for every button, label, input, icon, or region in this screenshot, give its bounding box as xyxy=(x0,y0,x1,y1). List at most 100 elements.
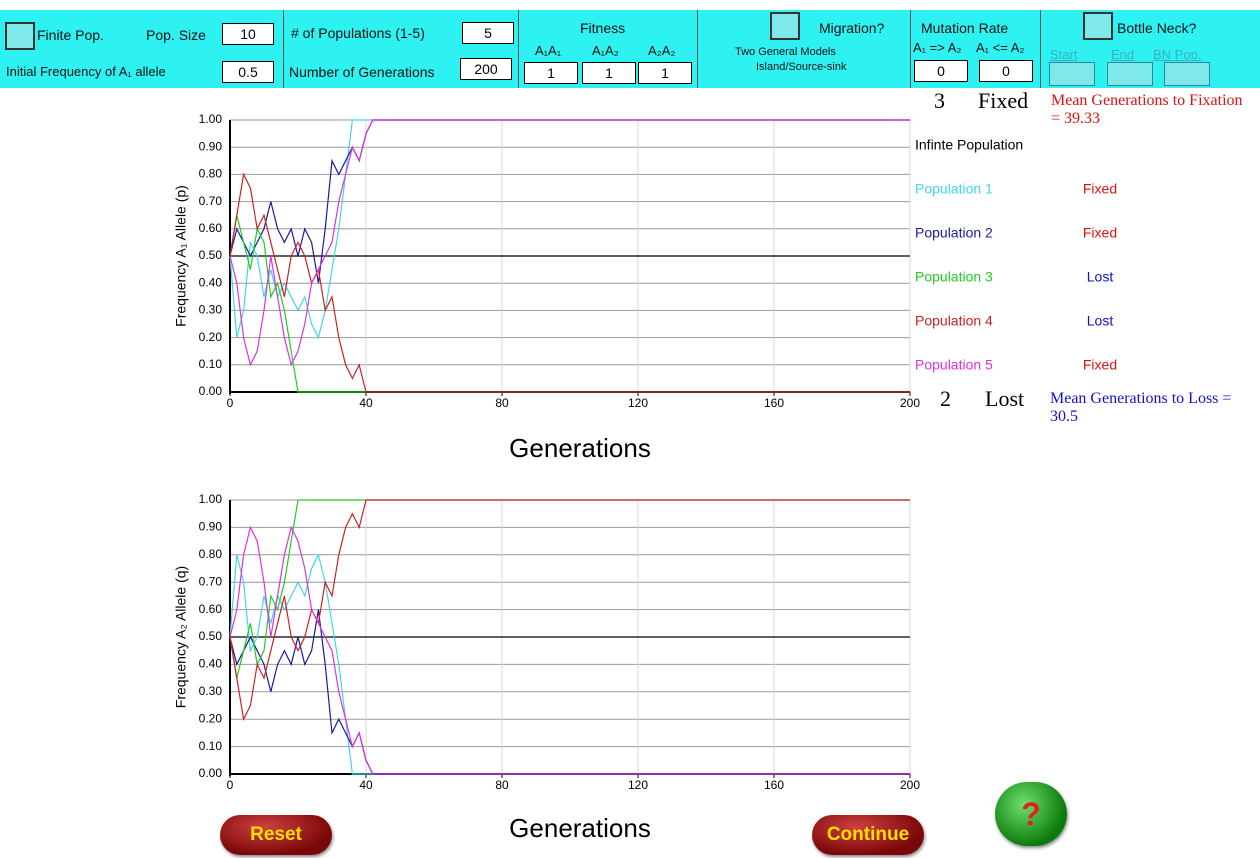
label: Finite Pop. xyxy=(37,27,104,43)
y-tick-label: 0.50 xyxy=(199,248,223,262)
continue-button[interactable]: Continue xyxy=(812,815,924,855)
y-tick-label: 0.10 xyxy=(199,357,223,371)
y-tick-label: 0.90 xyxy=(199,139,223,153)
bottleneck-checkbox[interactable] xyxy=(1083,12,1113,40)
input[interactable]: 0 xyxy=(979,60,1033,82)
series-line xyxy=(229,525,910,775)
y-tick-label: 0.20 xyxy=(199,711,223,725)
label: End xyxy=(1111,47,1135,62)
input[interactable] xyxy=(1164,62,1210,86)
legend-label: Population 5 xyxy=(915,357,993,373)
legend-label: Infinte Population xyxy=(915,137,1023,153)
label: Mutation Rate xyxy=(921,20,1009,36)
legend-status: Lost xyxy=(1087,313,1114,329)
fixed-count: 3 xyxy=(934,88,945,113)
finite-checkbox[interactable] xyxy=(5,22,35,50)
legend-status: Lost xyxy=(1087,269,1114,285)
y-tick-label: 0.70 xyxy=(199,194,223,208)
input[interactable]: 5 xyxy=(462,22,514,44)
label: A₁ => A₂ xyxy=(913,40,962,55)
y-tick-label: 0.40 xyxy=(199,657,223,671)
y-tick-label: 0.00 xyxy=(199,766,223,780)
legend-label: Population 2 xyxy=(915,225,993,241)
legend-label: Population 3 xyxy=(915,269,993,285)
y-tick-label: 0.70 xyxy=(199,574,223,588)
y-tick-label: 0.00 xyxy=(199,384,223,398)
separator xyxy=(1040,10,1041,88)
legend-status: Fixed xyxy=(1083,181,1117,197)
y-tick-label: 0.80 xyxy=(199,167,223,181)
series-line xyxy=(229,119,910,340)
lost-label: Lost xyxy=(985,386,1025,411)
legend-label: Population 4 xyxy=(915,313,993,329)
y-tick-label: 1.00 xyxy=(199,492,223,506)
loss-text: Mean Generations to Loss = 30.5 xyxy=(1050,390,1232,425)
y-tick-label: 0.40 xyxy=(199,275,223,289)
input[interactable]: 1 xyxy=(638,62,692,84)
legend-status: Fixed xyxy=(1083,357,1117,373)
series-line xyxy=(229,499,910,679)
input[interactable]: 200 xyxy=(460,58,512,80)
label: A₂A₂ xyxy=(648,43,676,58)
y-tick-label: 0.60 xyxy=(199,221,223,235)
lost-count: 2 xyxy=(940,386,951,411)
label: A₁ <= A₂ xyxy=(976,40,1025,55)
x-tick-label: 120 xyxy=(628,778,648,792)
input[interactable]: 0 xyxy=(914,60,968,82)
label: Number of Generations xyxy=(289,64,435,80)
y-tick-label: 0.30 xyxy=(199,303,223,317)
x-tick-label: 160 xyxy=(764,778,784,792)
fixation-text: Mean Generations to Fixation = 39.33 xyxy=(1051,92,1243,127)
separator xyxy=(283,10,284,88)
y-tick-label: 0.20 xyxy=(199,330,223,344)
x-tick-label: 200 xyxy=(900,778,920,792)
series-line xyxy=(229,215,910,393)
separator xyxy=(910,10,911,88)
series-line xyxy=(229,499,910,722)
input[interactable]: 1 xyxy=(582,62,636,84)
label: Bottle Neck? xyxy=(1117,20,1197,36)
legend-status: Fixed xyxy=(1083,225,1117,241)
y-tick-label: 0.10 xyxy=(199,739,223,753)
label: A₁A₁ xyxy=(535,43,562,58)
input[interactable]: 1 xyxy=(524,62,578,84)
label: Pop. Size xyxy=(146,27,206,43)
label: BN Pop. xyxy=(1153,47,1202,62)
label: Two General Models xyxy=(735,46,836,58)
x-tick-label: 200 xyxy=(900,396,920,410)
y-axis-label: Frequency A₂ Allele (q) xyxy=(173,566,189,708)
series-line xyxy=(229,119,910,367)
y-axis-label: Frequency A₁ Allele (p) xyxy=(173,185,189,327)
x-tick-label: 160 xyxy=(764,396,784,410)
y-tick-label: 0.50 xyxy=(199,629,223,643)
input[interactable] xyxy=(1107,62,1153,86)
x-axis-label: Generations xyxy=(509,813,651,843)
x-tick-label: 40 xyxy=(359,778,373,792)
y-tick-label: 1.00 xyxy=(199,112,223,126)
x-tick-label: 0 xyxy=(227,396,234,410)
x-tick-label: 0 xyxy=(227,778,234,792)
help-button[interactable]: ? xyxy=(995,782,1067,846)
label: Fitness xyxy=(580,20,626,36)
x-tick-label: 80 xyxy=(495,778,509,792)
y-tick-label: 0.80 xyxy=(199,547,223,561)
label: Start xyxy=(1050,47,1078,62)
y-tick-label: 0.90 xyxy=(199,520,223,534)
y-tick-label: 0.30 xyxy=(199,684,223,698)
series-line xyxy=(229,553,910,775)
label: A₁A₂ xyxy=(592,43,619,58)
separator xyxy=(518,10,519,88)
reset-button[interactable]: Reset xyxy=(220,815,332,855)
input[interactable] xyxy=(1049,62,1095,86)
label: Migration? xyxy=(819,20,885,36)
y-tick-label: 0.60 xyxy=(199,602,223,616)
x-tick-label: 120 xyxy=(628,396,648,410)
input[interactable]: 10 xyxy=(222,23,274,45)
fixed-label: Fixed xyxy=(978,88,1029,113)
label: Initial Frequency of A₁ allele xyxy=(6,64,166,79)
migration-checkbox[interactable] xyxy=(770,12,800,40)
input[interactable]: 0.5 xyxy=(222,61,274,83)
series-line xyxy=(229,172,910,393)
